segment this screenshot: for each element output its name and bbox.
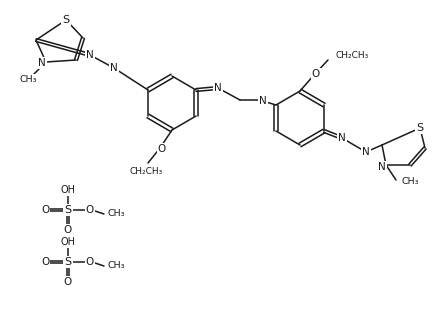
Text: CH₃: CH₃ [108,261,126,271]
Text: CH₂CH₃: CH₂CH₃ [336,50,369,60]
Text: N: N [214,83,222,93]
Text: N: N [259,96,267,106]
Text: S: S [64,205,72,215]
Text: CH₂CH₃: CH₂CH₃ [129,167,162,175]
Text: O: O [86,205,94,215]
Text: N: N [38,58,46,68]
Text: O: O [41,205,49,215]
Text: S: S [63,15,70,25]
Text: O: O [41,257,49,267]
Text: O: O [64,225,72,235]
Text: O: O [312,69,320,79]
Text: S: S [64,257,72,267]
Text: OH: OH [60,237,76,247]
Text: S: S [416,123,423,133]
Text: N: N [86,50,94,60]
Text: O: O [86,257,94,267]
Text: CH₃: CH₃ [19,76,37,84]
Text: CH₃: CH₃ [401,177,419,186]
Text: N: N [110,63,118,73]
Text: CH₃: CH₃ [108,209,126,219]
Text: OH: OH [60,185,76,195]
Text: N: N [362,147,370,157]
Text: N: N [338,133,346,143]
Text: O: O [158,144,166,154]
Text: N: N [378,162,386,172]
Text: O: O [64,277,72,287]
